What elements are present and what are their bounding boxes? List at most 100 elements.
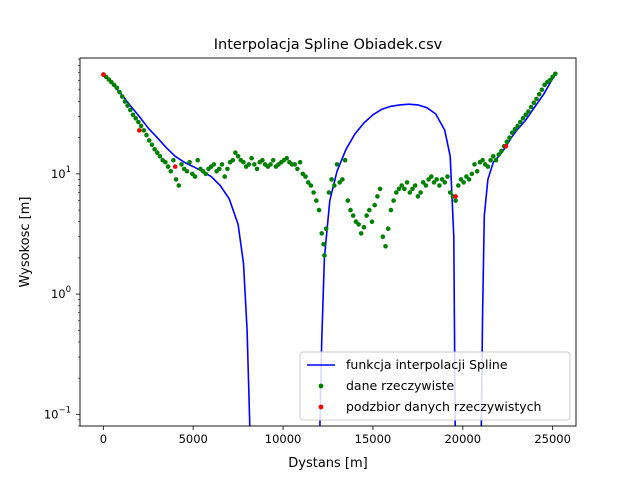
actual-data-point bbox=[523, 112, 528, 118]
actual-data-point bbox=[146, 138, 152, 143]
y-tick-label-base: 10 bbox=[44, 407, 59, 421]
actual-data-point bbox=[249, 155, 254, 161]
actual-data-point bbox=[321, 241, 326, 247]
actual-data-point bbox=[322, 253, 327, 258]
y-tick-label: 100 bbox=[51, 285, 71, 301]
actual-data-point bbox=[329, 177, 334, 182]
x-tick-label: 10000 bbox=[265, 432, 302, 446]
actual-data-point bbox=[528, 104, 534, 110]
actual-data-point bbox=[356, 222, 361, 227]
actual-data-point bbox=[388, 207, 394, 213]
subset-data-point bbox=[137, 128, 142, 133]
actual-data-point bbox=[138, 123, 144, 129]
actual-data-point bbox=[553, 71, 558, 77]
actual-data-point bbox=[515, 123, 520, 129]
actual-data-point bbox=[372, 202, 378, 208]
actual-data-point bbox=[332, 183, 337, 188]
legend-label-spline: funkcja interpolacji Spline bbox=[346, 357, 508, 372]
actual-data-point bbox=[149, 142, 155, 147]
actual-data-point bbox=[364, 213, 369, 218]
legend-label-subset: podzbior danych rzeczywistych bbox=[346, 399, 541, 414]
actual-data-point bbox=[453, 198, 458, 203]
actual-data-point bbox=[211, 162, 217, 167]
subset-data-point bbox=[453, 194, 458, 199]
actual-data-point bbox=[203, 171, 209, 177]
actual-data-point bbox=[340, 177, 345, 182]
actual-data-point bbox=[268, 162, 273, 167]
x-axis-label: Dystans [m] bbox=[288, 456, 368, 471]
y-tick-label-base: 10 bbox=[51, 167, 66, 181]
subset-data-point bbox=[101, 72, 106, 77]
actual-data-point bbox=[152, 147, 157, 152]
actual-data-point bbox=[391, 198, 396, 203]
x-tick-label: 0 bbox=[100, 432, 107, 446]
actual-data-point bbox=[157, 154, 163, 159]
actual-data-point bbox=[380, 234, 386, 239]
actual-data-point bbox=[361, 224, 367, 230]
actual-data-point bbox=[122, 99, 128, 104]
actual-data-point bbox=[119, 94, 125, 99]
actual-data-point bbox=[171, 157, 176, 163]
x-tick-label: 5000 bbox=[179, 432, 208, 446]
actual-data-point bbox=[284, 155, 290, 161]
actual-data-point bbox=[155, 150, 160, 155]
actual-data-point bbox=[472, 162, 477, 167]
actual-data-point bbox=[114, 85, 120, 91]
actual-data-point bbox=[144, 132, 149, 138]
legend: funkcja interpolacji Spline dane rzeczyw… bbox=[299, 351, 571, 421]
actual-data-point bbox=[173, 177, 179, 182]
actual-data-point bbox=[241, 159, 246, 165]
spline-line-segment bbox=[102, 74, 251, 426]
actual-data-point bbox=[311, 190, 316, 195]
actual-data-point bbox=[297, 159, 303, 165]
actual-data-point bbox=[246, 162, 252, 167]
plot-marks bbox=[101, 71, 558, 426]
actual-data-point bbox=[303, 174, 308, 179]
actual-data-point bbox=[496, 152, 502, 157]
actual-data-point bbox=[456, 183, 461, 188]
actual-data-point bbox=[367, 207, 372, 213]
actual-data-point bbox=[512, 127, 518, 132]
actual-data-point bbox=[536, 91, 542, 97]
actual-data-point bbox=[488, 157, 493, 163]
actual-data-point bbox=[402, 186, 407, 192]
y-tick-label-exponent: −1 bbox=[58, 405, 71, 415]
actual-data-point bbox=[377, 186, 383, 192]
actual-data-point bbox=[270, 157, 276, 163]
actual-data-point bbox=[539, 87, 545, 93]
actual-data-point bbox=[550, 74, 555, 80]
actual-data-point bbox=[485, 164, 491, 169]
actual-data-point bbox=[358, 231, 364, 236]
actual-data-point bbox=[469, 171, 475, 177]
actual-data-point bbox=[493, 157, 499, 163]
actual-data-point bbox=[254, 166, 260, 172]
actual-data-point bbox=[415, 194, 421, 199]
actual-data-point bbox=[410, 186, 415, 192]
actual-data-point bbox=[337, 180, 343, 185]
actual-data-point bbox=[350, 213, 356, 218]
actual-data-point bbox=[163, 159, 168, 165]
actual-data-point bbox=[434, 177, 440, 182]
actual-data-point bbox=[217, 166, 222, 172]
actual-data-point bbox=[399, 183, 405, 188]
actual-data-point bbox=[504, 139, 510, 145]
chart-title: Interpolacja Spline Obiadek.csv bbox=[214, 37, 443, 53]
actual-data-point bbox=[117, 89, 122, 95]
actual-data-point bbox=[520, 116, 526, 121]
actual-data-point bbox=[423, 183, 429, 188]
actual-data-point bbox=[292, 162, 298, 167]
actual-data-point bbox=[369, 219, 375, 224]
actual-data-point bbox=[394, 190, 399, 195]
actual-data-point bbox=[235, 154, 241, 159]
actual-data-point bbox=[125, 103, 130, 108]
actual-data-point bbox=[480, 157, 485, 163]
actual-data-point bbox=[447, 190, 453, 195]
actual-data-point bbox=[518, 119, 523, 125]
actual-data-point bbox=[507, 135, 512, 140]
actual-data-point bbox=[342, 157, 348, 163]
actual-data-point bbox=[334, 162, 340, 167]
actual-data-point bbox=[165, 164, 171, 169]
actual-data-point bbox=[316, 207, 322, 213]
actual-data-point bbox=[314, 198, 319, 203]
y-axis-label: Wysokosc [m] bbox=[18, 197, 33, 288]
